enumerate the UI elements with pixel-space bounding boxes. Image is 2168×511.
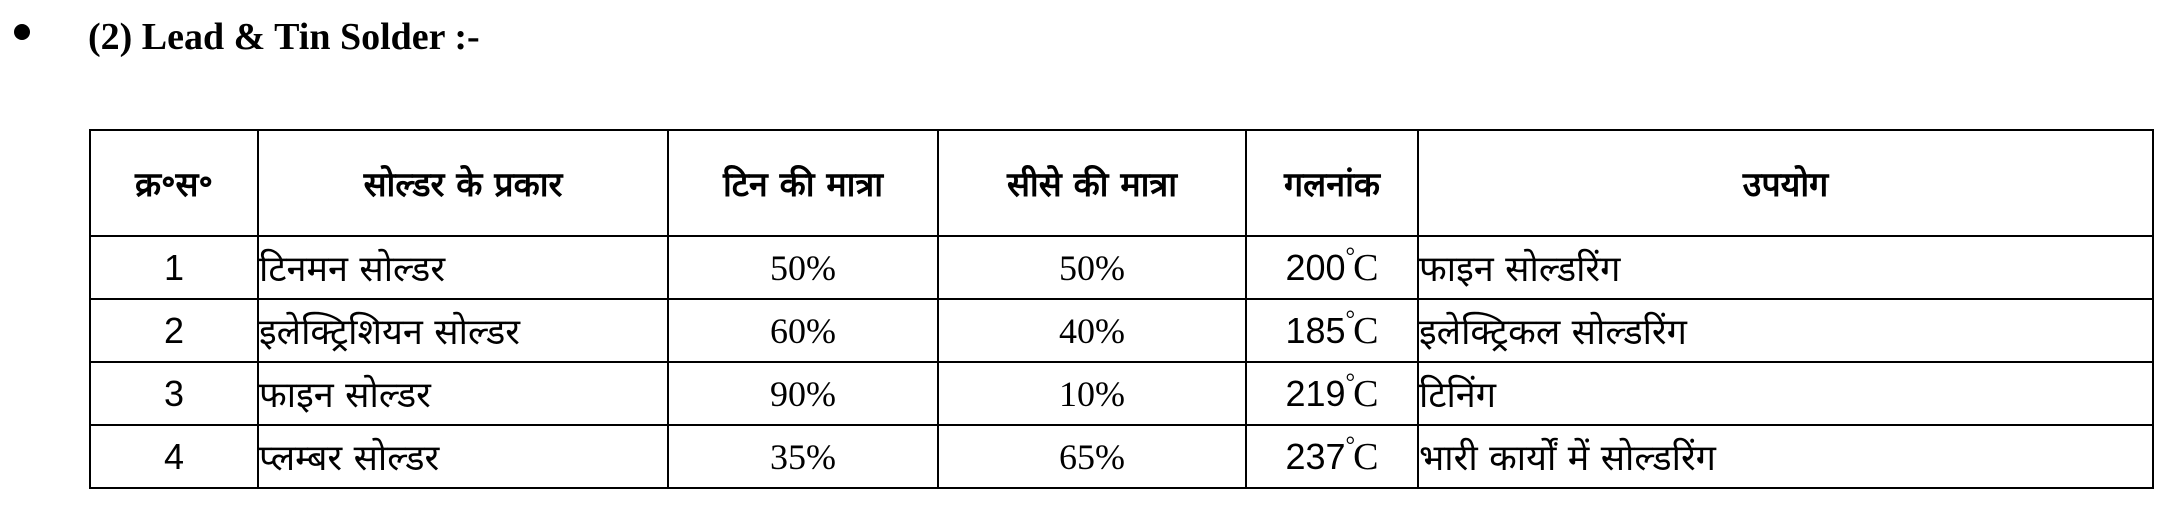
cell-lead-amount: 40% <box>937 298 1247 363</box>
degree-unit: °C <box>1345 243 1379 289</box>
unit-label: C <box>1353 246 1379 289</box>
melting-value: 200 <box>1285 246 1346 288</box>
cell-solder-type: फाइन सोल्डर <box>257 361 669 426</box>
cell-solder-type: टिनमन सोल्डर <box>257 235 669 300</box>
degree-symbol: ° <box>1345 243 1356 270</box>
table-row: 4 प्लम्बर सोल्डर 35% 65% 237°C भारी कार्… <box>89 424 2154 489</box>
melting-value: 219 <box>1285 372 1346 414</box>
header-solder-type: सोल्डर के प्रकार <box>257 129 669 237</box>
degree-unit: °C <box>1345 369 1379 415</box>
cell-melting-point: 200°C <box>1245 235 1419 300</box>
cell-tin-amount: 35% <box>667 424 939 489</box>
cell-melting-point: 237°C <box>1245 424 1419 489</box>
solder-table: क्र॰स॰ सोल्डर के प्रकार टिन की मात्रा सी… <box>89 129 2154 489</box>
cell-tin-amount: 50% <box>667 235 939 300</box>
cell-serial-number: 1 <box>89 235 259 300</box>
cell-tin-amount: 60% <box>667 298 939 363</box>
cell-lead-amount: 50% <box>937 235 1247 300</box>
melting-value: 185 <box>1285 309 1346 351</box>
table-row: 3 फाइन सोल्डर 90% 10% 219°C टिनिंग <box>89 361 2154 426</box>
header-melting-point: गलनांक <box>1245 129 1419 237</box>
degree-symbol: ° <box>1345 306 1356 333</box>
cell-melting-point: 185°C <box>1245 298 1419 363</box>
table-row: 1 टिनमन सोल्डर 50% 50% 200°C फाइन सोल्डर… <box>89 235 2154 300</box>
cell-usage: इलेक्ट्रिकल सोल्डरिंग <box>1417 298 2154 363</box>
degree-unit: °C <box>1345 306 1379 352</box>
cell-usage: फाइन सोल्डरिंग <box>1417 235 2154 300</box>
degree-symbol: ° <box>1345 432 1356 459</box>
header-lead-amount: सीसे की मात्रा <box>937 129 1247 237</box>
cell-solder-type: प्लम्बर सोल्डर <box>257 424 669 489</box>
melting-value: 237 <box>1285 435 1346 477</box>
cell-lead-amount: 65% <box>937 424 1247 489</box>
section-heading: (2) Lead & Tin Solder :- <box>88 16 480 58</box>
unit-label: C <box>1353 309 1379 352</box>
cell-serial-number: 4 <box>89 424 259 489</box>
cell-serial-number: 2 <box>89 298 259 363</box>
cell-tin-amount: 90% <box>667 361 939 426</box>
cell-solder-type: इलेक्ट्रिशियन सोल्डर <box>257 298 669 363</box>
header-serial-number: क्र॰स॰ <box>89 129 259 237</box>
table-row: 2 इलेक्ट्रिशियन सोल्डर 60% 40% 185°C इले… <box>89 298 2154 363</box>
cell-serial-number: 3 <box>89 361 259 426</box>
header-usage: उपयोग <box>1417 129 2154 237</box>
unit-label: C <box>1353 435 1379 478</box>
bullet-point <box>14 24 30 40</box>
degree-unit: °C <box>1345 432 1379 478</box>
cell-melting-point: 219°C <box>1245 361 1419 426</box>
unit-label: C <box>1353 372 1379 415</box>
table-header-row: क्र॰स॰ सोल्डर के प्रकार टिन की मात्रा सी… <box>89 129 2154 237</box>
cell-usage: भारी कार्यों में सोल्डरिंग <box>1417 424 2154 489</box>
degree-symbol: ° <box>1345 369 1356 396</box>
header-tin-amount: टिन की मात्रा <box>667 129 939 237</box>
cell-usage: टिनिंग <box>1417 361 2154 426</box>
cell-lead-amount: 10% <box>937 361 1247 426</box>
